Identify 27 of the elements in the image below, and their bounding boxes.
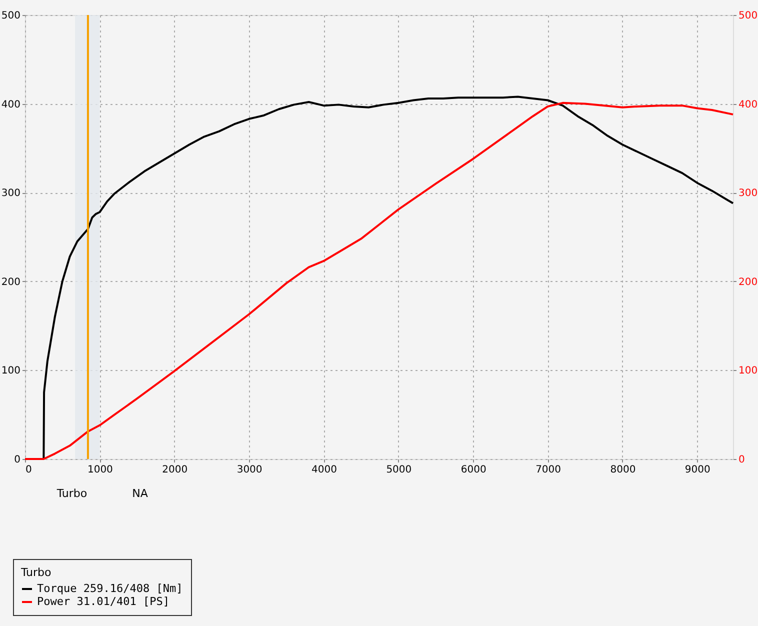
y-tick-label: 500 — [1, 10, 20, 22]
x-tick-label: 0 — [26, 464, 32, 476]
x-tick-label: 5000 — [386, 464, 412, 476]
y2-tick-label: 100 — [738, 366, 758, 377]
x-tick-label: 8000 — [610, 464, 636, 476]
x-tick-label: 7000 — [536, 464, 562, 476]
x-tick-label: 3000 — [236, 464, 262, 476]
y2-tick-label: 200 — [738, 276, 758, 288]
y2-tick-label: 400 — [738, 99, 758, 110]
text: Turbo — [56, 487, 88, 500]
y2-tick-label: 0 — [738, 454, 745, 466]
x-tick-label: 6000 — [460, 464, 486, 476]
y-tick-label: 0 — [14, 454, 20, 466]
text: NA — [132, 487, 148, 500]
x-tick-label: 4000 — [312, 464, 337, 476]
y2-tick-label: 300 — [738, 188, 758, 200]
x-tick-label: 9000 — [684, 464, 710, 476]
y-tick-label: 300 — [1, 188, 20, 200]
x-tick-label: 1000 — [87, 464, 113, 476]
legend-label: Torque 259.16/408 [Nm] — [37, 582, 183, 595]
legend-title: Turbo — [20, 566, 52, 579]
y-tick-label: 400 — [1, 99, 20, 110]
y2-tick-label: 500 — [738, 10, 758, 22]
y-tick-label: 200 — [1, 276, 20, 288]
y-tick-label: 100 — [1, 366, 20, 377]
x-tick-label: 2000 — [162, 464, 188, 476]
legend-label: Power 31.01/401 [PS] — [37, 595, 170, 608]
